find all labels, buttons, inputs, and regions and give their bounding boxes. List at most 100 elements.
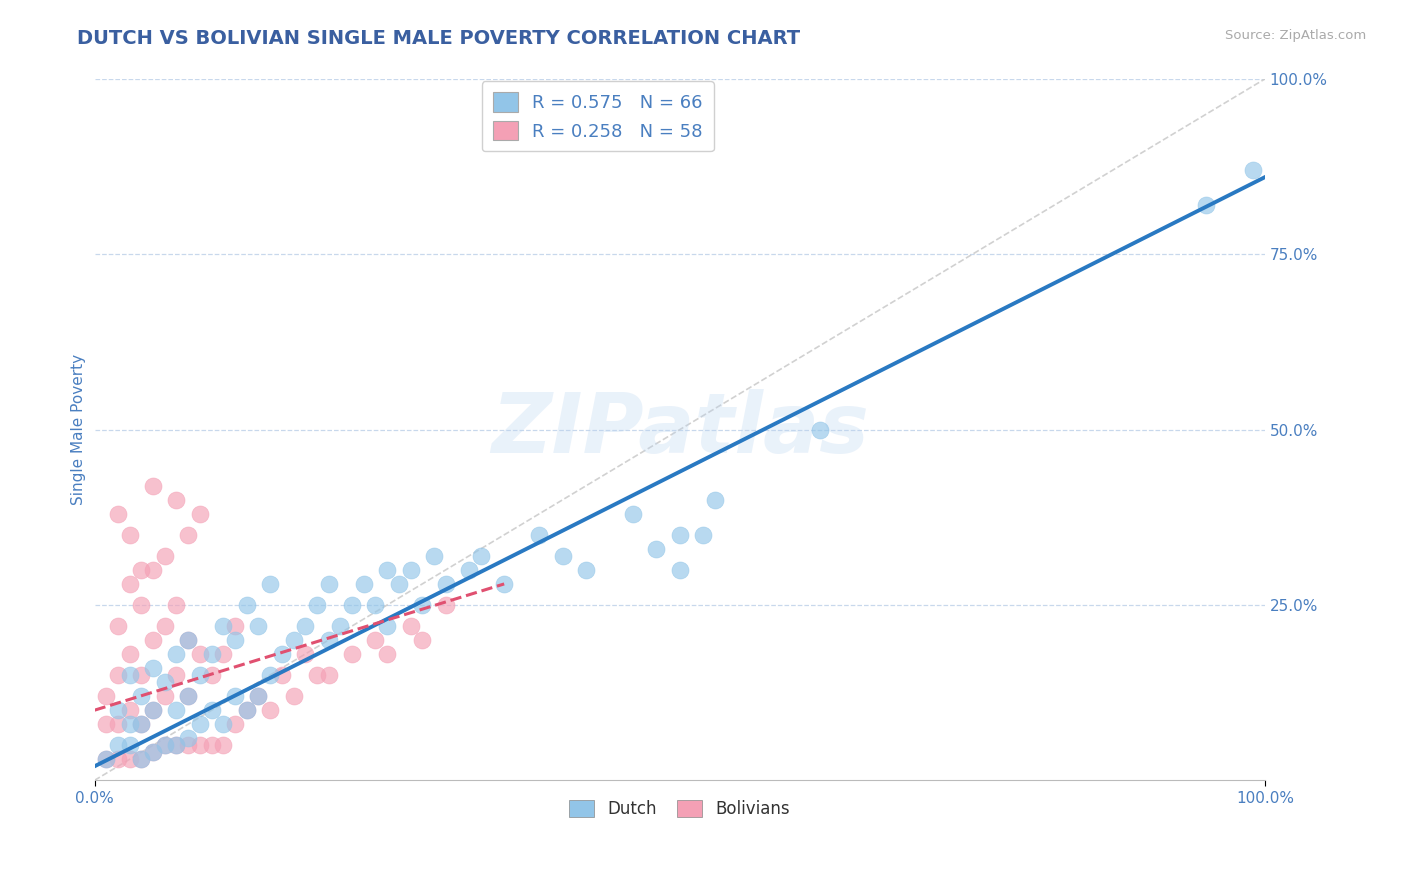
Point: [153, 619, 176, 633]
Point: [294, 647, 316, 661]
Legend: Dutch, Bolivians: Dutch, Bolivians: [562, 793, 797, 824]
Text: Source: ZipAtlas.com: Source: ZipAtlas.com: [1226, 29, 1367, 42]
Point: [224, 717, 246, 731]
Point: [118, 738, 141, 752]
Point: [118, 752, 141, 766]
Point: [118, 577, 141, 591]
Point: [131, 668, 153, 682]
Point: [200, 703, 222, 717]
Point: [177, 731, 200, 746]
Point: [224, 689, 246, 703]
Point: [96, 752, 118, 766]
Point: [107, 717, 129, 731]
Point: [434, 577, 457, 591]
Point: [131, 717, 153, 731]
Point: [107, 703, 129, 717]
Point: [318, 668, 340, 682]
Point: [692, 528, 714, 542]
Point: [96, 689, 118, 703]
Point: [188, 668, 211, 682]
Point: [364, 598, 387, 612]
Point: [142, 745, 165, 759]
Point: [364, 633, 387, 648]
Point: [340, 598, 363, 612]
Point: [1195, 198, 1218, 212]
Point: [470, 549, 492, 563]
Point: [668, 563, 690, 577]
Point: [318, 577, 340, 591]
Point: [118, 647, 141, 661]
Point: [399, 619, 422, 633]
Point: [153, 738, 176, 752]
Point: [375, 619, 398, 633]
Point: [575, 563, 598, 577]
Point: [118, 668, 141, 682]
Point: [118, 717, 141, 731]
Point: [166, 738, 188, 752]
Point: [177, 633, 200, 648]
Point: [177, 633, 200, 648]
Point: [703, 492, 725, 507]
Point: [188, 738, 211, 752]
Text: ZIPatlas: ZIPatlas: [491, 389, 869, 470]
Point: [551, 549, 574, 563]
Point: [494, 577, 516, 591]
Point: [294, 619, 316, 633]
Point: [142, 563, 165, 577]
Point: [318, 633, 340, 648]
Point: [375, 563, 398, 577]
Point: [224, 619, 246, 633]
Point: [107, 668, 129, 682]
Point: [259, 577, 281, 591]
Point: [131, 752, 153, 766]
Point: [247, 689, 270, 703]
Point: [329, 619, 352, 633]
Point: [212, 717, 235, 731]
Point: [177, 528, 200, 542]
Point: [153, 549, 176, 563]
Point: [166, 647, 188, 661]
Point: [247, 619, 270, 633]
Point: [283, 689, 305, 703]
Point: [142, 633, 165, 648]
Point: [529, 528, 551, 542]
Point: [270, 668, 292, 682]
Point: [283, 633, 305, 648]
Point: [131, 598, 153, 612]
Point: [153, 689, 176, 703]
Y-axis label: Single Male Poverty: Single Male Poverty: [72, 354, 86, 505]
Point: [188, 507, 211, 521]
Point: [142, 703, 165, 717]
Point: [645, 541, 668, 556]
Point: [212, 647, 235, 661]
Point: [212, 619, 235, 633]
Point: [142, 745, 165, 759]
Point: [118, 703, 141, 717]
Point: [434, 598, 457, 612]
Point: [131, 689, 153, 703]
Point: [177, 689, 200, 703]
Point: [177, 738, 200, 752]
Point: [305, 668, 328, 682]
Point: [200, 668, 222, 682]
Point: [212, 738, 235, 752]
Point: [621, 507, 644, 521]
Point: [142, 703, 165, 717]
Point: [259, 703, 281, 717]
Point: [423, 549, 446, 563]
Point: [118, 528, 141, 542]
Point: [166, 668, 188, 682]
Point: [131, 717, 153, 731]
Point: [1241, 163, 1264, 178]
Point: [353, 577, 375, 591]
Point: [142, 479, 165, 493]
Point: [235, 703, 257, 717]
Point: [305, 598, 328, 612]
Point: [107, 752, 129, 766]
Point: [96, 717, 118, 731]
Point: [388, 577, 411, 591]
Point: [375, 647, 398, 661]
Point: [107, 619, 129, 633]
Point: [270, 647, 292, 661]
Point: [188, 647, 211, 661]
